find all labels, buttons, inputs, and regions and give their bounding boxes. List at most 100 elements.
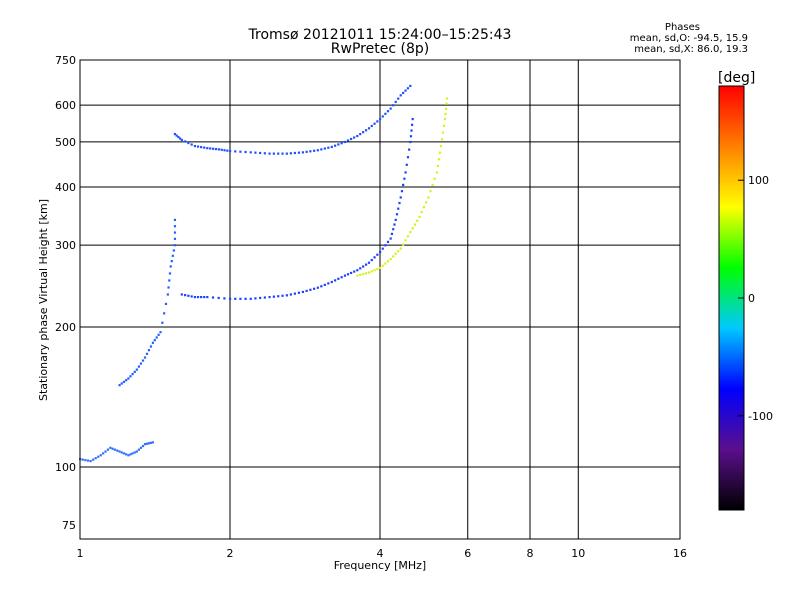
data-point <box>239 297 242 300</box>
data-point <box>141 444 145 448</box>
data-point <box>168 279 171 282</box>
grid <box>80 60 680 539</box>
data-point <box>444 112 447 116</box>
data-point <box>397 97 400 100</box>
data-point <box>151 441 155 444</box>
data-point <box>171 254 174 257</box>
data-point <box>327 282 330 285</box>
data-point <box>259 151 262 155</box>
data-point <box>214 147 218 151</box>
data-point <box>392 104 395 107</box>
data-point <box>301 290 305 294</box>
data-point <box>133 370 136 373</box>
data-point <box>289 293 292 296</box>
data-point <box>229 149 232 153</box>
data-point <box>147 349 151 352</box>
data-point <box>149 345 153 348</box>
data-point <box>86 459 90 462</box>
data-point <box>177 135 180 139</box>
data-point <box>350 137 353 141</box>
data-point <box>263 152 266 155</box>
data-point <box>389 107 392 110</box>
colorbar-unit-label: [deg] <box>718 70 756 86</box>
data-point <box>234 297 237 300</box>
data-point <box>443 118 447 121</box>
data-point <box>164 302 168 306</box>
data-point <box>364 263 368 266</box>
data-point <box>373 122 376 125</box>
data-point <box>84 459 87 462</box>
data-point <box>196 145 200 148</box>
chart-subtitle: RwPretec (8p) <box>330 41 430 57</box>
data-point <box>153 339 156 342</box>
data-point <box>133 451 136 454</box>
data-point <box>183 294 187 297</box>
data-point <box>408 148 411 151</box>
y-axis: 75 100 200 300 400 500 600 750 <box>55 54 76 532</box>
data-point <box>313 287 316 290</box>
data-point <box>151 341 155 344</box>
data-point <box>392 228 395 231</box>
data-point <box>149 441 153 444</box>
data-point <box>320 148 323 151</box>
data-point <box>327 146 330 149</box>
data-point <box>438 151 442 154</box>
data-point <box>180 138 183 142</box>
data-point <box>180 293 183 296</box>
data-point <box>206 147 209 150</box>
data-point <box>178 137 182 140</box>
data-point <box>254 151 257 154</box>
data-point <box>155 336 158 339</box>
data-point <box>394 252 397 255</box>
data-point <box>102 452 105 455</box>
data-point <box>166 293 169 296</box>
data-point <box>217 148 221 151</box>
data-point <box>346 273 350 276</box>
data-point <box>109 446 112 449</box>
y-tick-label: 200 <box>55 321 76 334</box>
data-point <box>390 232 394 235</box>
data-point <box>359 132 362 136</box>
data-point <box>404 171 407 174</box>
data-point <box>330 280 333 284</box>
phase-legend-title: Phases <box>664 22 700 33</box>
y-tick-label: 100 <box>55 461 76 474</box>
y-tick-label: 75 <box>62 519 76 532</box>
data-point <box>427 196 430 199</box>
data-point <box>190 143 193 146</box>
data-point <box>410 123 414 126</box>
data-point <box>147 442 151 445</box>
data-point <box>373 256 376 259</box>
data-point <box>127 377 130 380</box>
data-point <box>113 448 117 451</box>
data-point <box>285 294 288 297</box>
data-point <box>316 286 319 289</box>
data-point <box>337 143 340 146</box>
data-point <box>277 295 280 298</box>
data-point <box>211 296 215 299</box>
data-point <box>411 118 414 121</box>
data-point <box>399 94 402 97</box>
data-point <box>362 131 365 134</box>
data-point <box>362 265 365 268</box>
x-axis: 1 2 4 6 8 10 16 <box>77 547 688 560</box>
data-point <box>97 455 100 458</box>
data-point <box>104 450 107 453</box>
data-point <box>445 102 448 105</box>
data-point <box>420 210 423 214</box>
data-point <box>309 288 312 291</box>
data-point <box>131 452 134 455</box>
data-point <box>389 237 392 240</box>
y-tick-label: 750 <box>55 54 76 67</box>
data-point <box>392 255 395 258</box>
data-point <box>356 274 359 277</box>
data-point <box>297 291 301 294</box>
data-point <box>118 384 121 387</box>
data-point <box>94 457 97 460</box>
x-tick-label: 16 <box>673 547 687 560</box>
data-point <box>367 127 371 130</box>
x-tick-label: 4 <box>377 547 384 560</box>
data-point <box>223 297 226 300</box>
data-point <box>350 271 353 275</box>
data-point <box>89 459 92 463</box>
